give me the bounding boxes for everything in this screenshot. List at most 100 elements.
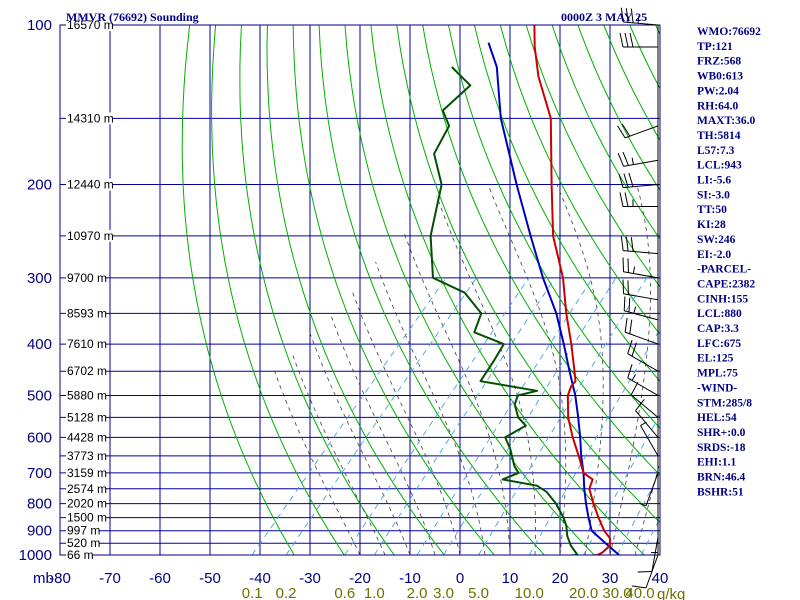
moist-adiabat (375, 261, 486, 555)
sounding-index: BSHR:51 (697, 486, 744, 498)
temperature-tick-label: -80 (49, 570, 71, 587)
height-label: 5880 m (67, 388, 107, 402)
wind-barb (617, 152, 659, 167)
sounding-index: TP:121 (697, 41, 733, 53)
height-label: 14310 m (67, 111, 114, 125)
height-label-bg (66, 537, 99, 550)
dry-adiabat (318, 25, 545, 555)
wind-barb (620, 236, 659, 255)
temperature-tick-label: -30 (299, 570, 321, 587)
sounding-index: EI:-2.0 (697, 249, 731, 261)
height-label: 66 m (67, 548, 94, 562)
wind-barb (622, 279, 659, 301)
height-label: 5128 m (67, 410, 107, 424)
wind-barb (635, 399, 659, 438)
sounding-index: STM:285/8 (697, 397, 752, 409)
mixing-ratio-line (528, 328, 660, 555)
dewpoint-profile-line (429, 66, 579, 555)
moist-adiabat (487, 184, 567, 555)
dry-adiabat (396, 25, 660, 524)
height-label-bg (66, 389, 106, 402)
mixing-ratio-label: 10.0 (515, 585, 544, 600)
dry-adiabat (499, 25, 660, 336)
wind-barb (623, 296, 659, 321)
moist-adiabat (309, 332, 411, 555)
height-label: 997 m (67, 524, 100, 538)
temperature-tick-label: 40 (652, 570, 669, 587)
dry-adiabat (266, 25, 445, 555)
dry-adiabat (211, 25, 345, 555)
sounding-index: MPL:75 (697, 368, 738, 380)
height-label: 12440 m (67, 178, 114, 192)
pressure-tick-label: 700 (27, 465, 52, 482)
mixing-ratio-line (416, 277, 594, 555)
sounding-index: FRZ:568 (697, 56, 741, 68)
temperature-tick-label: 0 (456, 570, 464, 587)
mixing-ratio-line (285, 277, 477, 555)
pressure-tick-label: 100 (27, 17, 52, 34)
sounding-index: SHR+:0.0 (697, 427, 746, 439)
sounding-index: SRDS:-18 (697, 442, 746, 454)
dry-adiabat (344, 25, 595, 555)
wind-barb (624, 317, 659, 345)
height-label: 16570 m (67, 18, 114, 32)
height-label: 2020 m (67, 497, 107, 511)
sounding-index: PW:2.04 (697, 85, 739, 97)
moist-adiabat (291, 352, 386, 555)
height-label: 6702 m (67, 364, 107, 378)
height-label-bg (66, 497, 106, 510)
mixing-ratio-line (443, 277, 617, 555)
parcel-profile-line (487, 42, 621, 555)
wind-barb (617, 123, 659, 139)
height-label: 4428 m (67, 430, 107, 444)
dry-adiabat (292, 25, 495, 555)
mixing-ratio-label: 0.2 (276, 585, 297, 600)
sounding-index: -PARCEL- (697, 264, 751, 276)
dry-adiabat (181, 25, 295, 555)
moist-adiabat (351, 288, 461, 555)
sounding-index: MAXT:36.0 (697, 115, 755, 127)
pressure-tick-label: 300 (27, 270, 52, 287)
mixing-ratio-label: 0.1 (242, 585, 263, 600)
mixing-ratio-line (251, 277, 447, 555)
height-label: 10970 m (67, 229, 114, 243)
height-label-bg (66, 112, 113, 125)
temperature-tick-label: 20 (552, 570, 569, 587)
sounding-index: LFC:675 (697, 338, 741, 350)
mixing-ratio-label: 40.0 (625, 585, 654, 600)
profile-lines (429, 25, 621, 555)
height-label: 7610 m (67, 337, 107, 351)
moist-adiabat (609, 184, 651, 555)
wind-barb (627, 339, 659, 372)
plot-frame (59, 24, 661, 556)
height-labels: 16570 m 14310 m 12440 m 10970 m 9700 m 8593 m… (66, 18, 114, 562)
wind-barb (620, 7, 659, 26)
mixing-ratio-label: 20.0 (569, 585, 598, 600)
sounding-index: CAP:3.3 (697, 323, 739, 335)
wind-barb (637, 536, 659, 573)
height-label: 2574 m (67, 482, 107, 496)
mixing-ratio-label: 1.0 (364, 585, 385, 600)
mixing-ratio-label: 2.0 (407, 585, 428, 600)
mixing-ratio-label: 30.0 (602, 585, 631, 600)
wind-barb (640, 421, 659, 457)
sounding-index: SW:246 (697, 234, 736, 246)
moist-adiabat (329, 313, 436, 555)
height-label-bg (66, 411, 106, 424)
sounding-index: CAPE:2382 (697, 278, 755, 290)
sounding-index: KI:28 (697, 219, 726, 231)
temperature-tick-label: -70 (99, 570, 121, 587)
pressure-tick-label: 200 (27, 177, 52, 194)
temperature-tick-label: 30 (602, 570, 619, 587)
temperature-tick-label: -40 (249, 570, 271, 587)
dry-adiabat (370, 25, 645, 555)
temperature-tick-label: -60 (149, 570, 171, 587)
sounding-index: TT:50 (697, 204, 727, 216)
sounding-index: TH:5814 (697, 130, 741, 142)
sounding-index: LCL:943 (697, 160, 742, 172)
height-label-bg (66, 511, 106, 524)
wind-barb (619, 192, 658, 207)
height-label-bg (66, 229, 113, 242)
temperature-tick-label: -20 (349, 570, 371, 587)
